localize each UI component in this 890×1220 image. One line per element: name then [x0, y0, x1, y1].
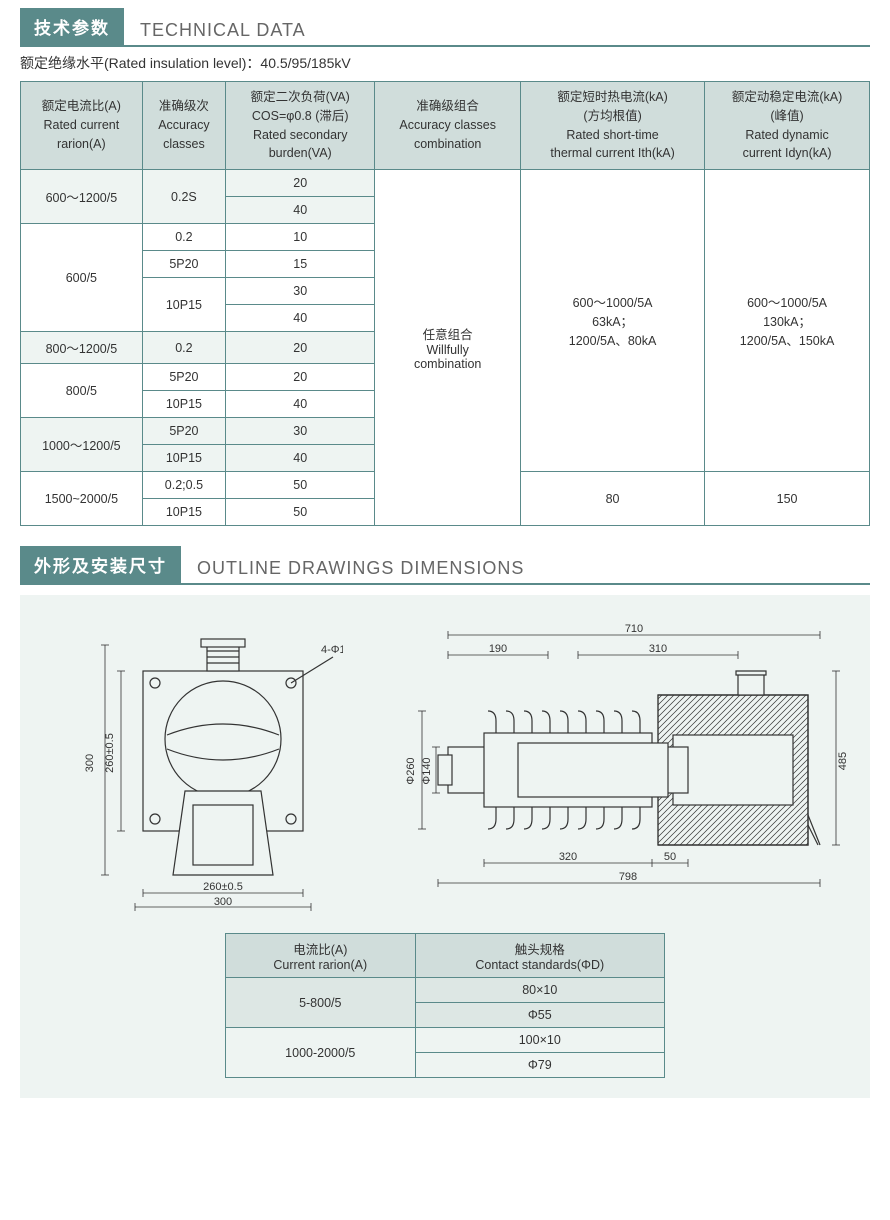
svg-text:260±0.5: 260±0.5	[104, 733, 116, 773]
svg-text:Φ260: Φ260	[405, 757, 417, 784]
section2-title-cn: 外形及安装尺寸	[20, 546, 181, 583]
table-row: 1000-2000/5100×10	[226, 1028, 665, 1053]
section1-subtitle: 额定绝缘水平(Rated insulation level)：40.5/95/1…	[20, 53, 870, 73]
table-header: 准确级次Accuracyclasses	[142, 82, 225, 170]
drawing-area: 300 260±0.5 260±0.5 300 4-Φ14	[20, 595, 870, 1098]
svg-text:485: 485	[837, 752, 848, 770]
svg-text:300: 300	[213, 896, 231, 908]
svg-text:50: 50	[663, 851, 675, 863]
section1-title-cn: 技术参数	[20, 8, 124, 45]
svg-text:320: 320	[558, 851, 576, 863]
table-header: 额定动稳定电流(kA)(峰值)Rated dynamiccurrent Idyn…	[705, 82, 870, 170]
contact-standards-table: 电流比(A)Current rarion(A)触头规格Contact stand…	[225, 933, 665, 1078]
svg-text:310: 310	[648, 643, 666, 655]
section2-header: 外形及安装尺寸 OUTLINE DRAWINGS DIMENSIONS	[20, 546, 870, 585]
section1-title-en: TECHNICAL DATA	[124, 20, 306, 45]
svg-text:300: 300	[84, 754, 96, 772]
svg-text:710: 710	[624, 623, 642, 635]
table-header: 额定电流比(A)Rated currentrarion(A)	[21, 82, 143, 170]
svg-text:260±0.5: 260±0.5	[203, 881, 243, 893]
drawing-front-view: 300 260±0.5 260±0.5 300 4-Φ14	[43, 615, 343, 915]
table-row: 600～1200/50.2S20任意组合Willfullycombination…	[21, 170, 870, 197]
svg-text:798: 798	[618, 871, 636, 883]
drawing-side-view: 710 190 310 Φ260 Φ140 320 50 798 485	[388, 615, 848, 915]
technical-data-table: 额定电流比(A)Rated currentrarion(A)准确级次Accura…	[20, 81, 870, 526]
svg-text:190: 190	[488, 643, 506, 655]
table-row: 5-800/580×10	[226, 978, 665, 1003]
svg-text:Φ140: Φ140	[421, 757, 433, 784]
table-header: 准确级组合Accuracy classescombination	[375, 82, 521, 170]
section1-header: 技术参数 TECHNICAL DATA	[20, 8, 870, 47]
section2-title-en: OUTLINE DRAWINGS DIMENSIONS	[181, 558, 524, 583]
table-header: 额定二次负荷(VA)COS=φ0.8 (滞后)Rated secondarybu…	[226, 82, 375, 170]
table-header: 额定短时热电流(kA)(方均根值)Rated short-timethermal…	[521, 82, 705, 170]
svg-text:4-Φ14: 4-Φ14	[321, 644, 343, 656]
